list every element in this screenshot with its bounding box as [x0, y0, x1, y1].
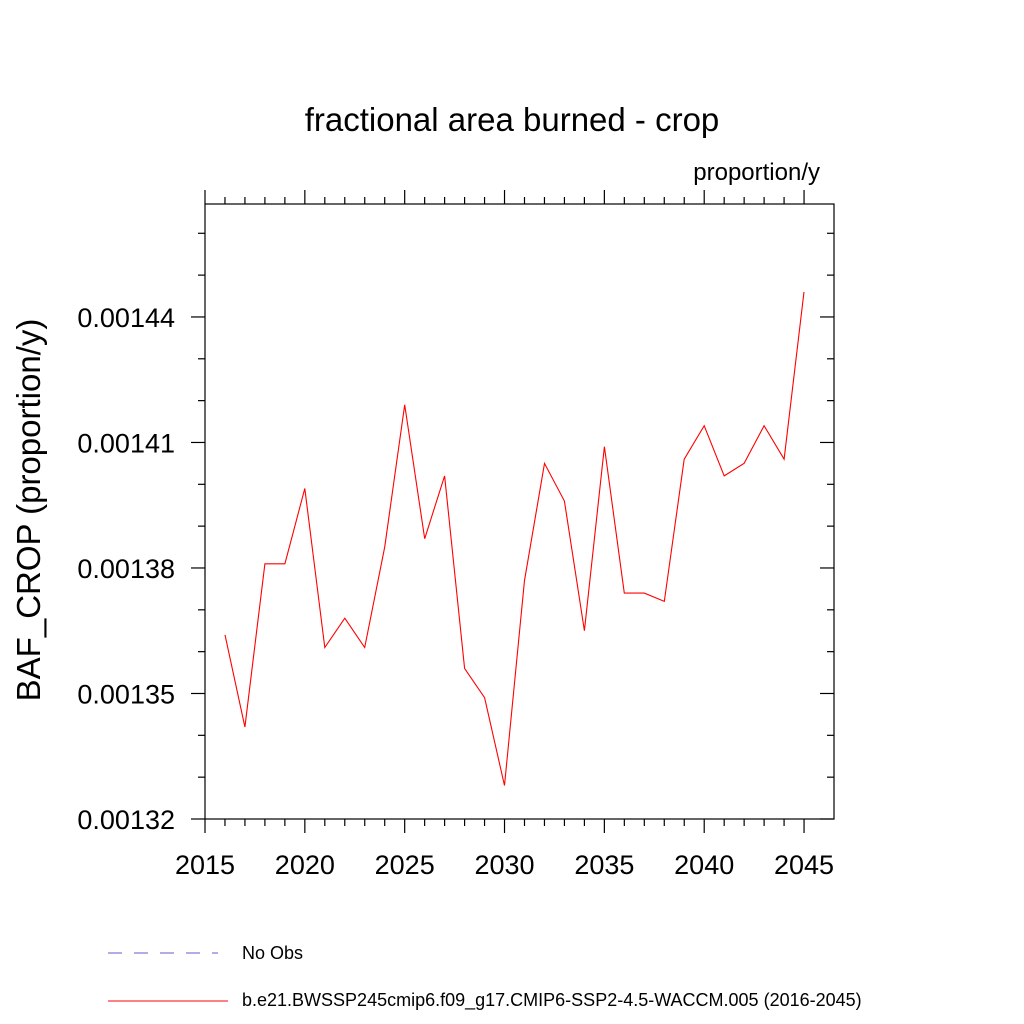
x-tick-label: 2040: [674, 850, 734, 880]
x-tick-label: 2045: [774, 850, 834, 880]
units-label: proportion/y: [693, 159, 820, 186]
legend-label-model-run: b.e21.BWSSP245cmip6.f09_g17.CMIP6-SSP2-4…: [242, 990, 862, 1011]
x-tick-label: 2020: [275, 850, 335, 880]
y-tick-label: 0.00135: [77, 679, 175, 709]
x-tick-label: 2030: [474, 850, 534, 880]
plot-frame: [204, 203, 835, 820]
y-tick-label: 0.00132: [77, 805, 175, 835]
legend: No Obs b.e21.BWSSP245cmip6.f09_g17.CMIP6…: [108, 943, 862, 1011]
series-line: [224, 291, 805, 786]
y-axis-label: BAF_CROP (proportion/y): [10, 319, 47, 702]
x-tick-label: 2035: [574, 850, 634, 880]
legend-label-no-obs: No Obs: [242, 943, 303, 963]
y-tick-label: 0.00144: [77, 303, 175, 333]
series-layer: [224, 291, 805, 786]
y-tick-label: 0.00141: [77, 428, 175, 458]
x-axis-ticks: 2015 2020 2025 2030 2035 2040 2045: [175, 190, 834, 880]
y-axis-ticks: 0.00132 0.00135 0.00138 0.00141 0.00144: [77, 232, 834, 835]
x-tick-label: 2015: [175, 850, 235, 880]
x-tick-label: 2025: [375, 850, 435, 880]
chart-title: fractional area burned - crop: [305, 101, 720, 138]
y-tick-label: 0.00138: [77, 554, 175, 584]
